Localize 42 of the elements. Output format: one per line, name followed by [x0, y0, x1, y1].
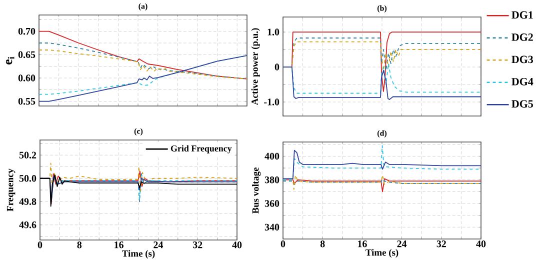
legend-label: DG5	[512, 100, 533, 108]
y-tick-label: 49.6	[19, 222, 36, 228]
legend-label: DG3	[512, 56, 533, 64]
x-tick-label: 40	[476, 240, 486, 248]
y-tick-label: 1.0	[268, 28, 280, 36]
legend-label: Grid Frequency	[170, 145, 232, 154]
x-tick-label: 40	[232, 242, 242, 248]
y-axis-title: Active power (p.u.)	[251, 28, 260, 106]
x-tick-label: 24	[397, 240, 407, 248]
y-tick-label: 340	[264, 224, 280, 231]
line-series	[39, 42, 247, 80]
y-tick-label: 0	[274, 64, 280, 70]
legend-label: DG1	[512, 11, 533, 19]
y-tick-label: 50.0	[19, 174, 36, 182]
y-tick-label: 0.55	[18, 98, 36, 105]
x-tick-label: 32	[192, 242, 202, 248]
x-tick-label: 8	[320, 240, 325, 248]
line-series	[39, 30, 247, 80]
y-tick-label: 360	[264, 200, 280, 207]
legend-label: DG2	[512, 34, 533, 41]
y-tick-label: 400	[264, 152, 280, 160]
y-tick-label: 0.70	[18, 28, 36, 35]
y-tick-label: 0.65	[18, 51, 36, 58]
y-tick-label: -1.0	[264, 98, 280, 106]
x-tick-label: 0	[38, 242, 42, 248]
x-tick-label: 0	[280, 240, 286, 248]
y-axis-title: e$_{i}$	[6, 56, 14, 64]
y-tick-label: 380	[264, 176, 280, 184]
x-tick-label: 16	[114, 242, 124, 248]
x-tick-label: 24	[154, 242, 163, 248]
legend-label: DG4	[512, 78, 534, 86]
y-axis-title: Frequency	[6, 168, 16, 212]
x-tick-label: 32	[436, 240, 446, 248]
x-axis-title: Time (s)	[366, 249, 398, 258]
y-tick-label: 0.60	[18, 74, 36, 82]
y-tick-label: 50.2	[19, 152, 36, 158]
line-series	[283, 66, 481, 100]
y-axis-title: Bus voltage	[252, 167, 261, 214]
x-tick-label: 8	[77, 242, 82, 248]
x-axis-title: Time (s)	[122, 250, 155, 259]
y-tick-label: 49.8	[19, 198, 36, 206]
x-tick-label: 16	[358, 240, 367, 248]
